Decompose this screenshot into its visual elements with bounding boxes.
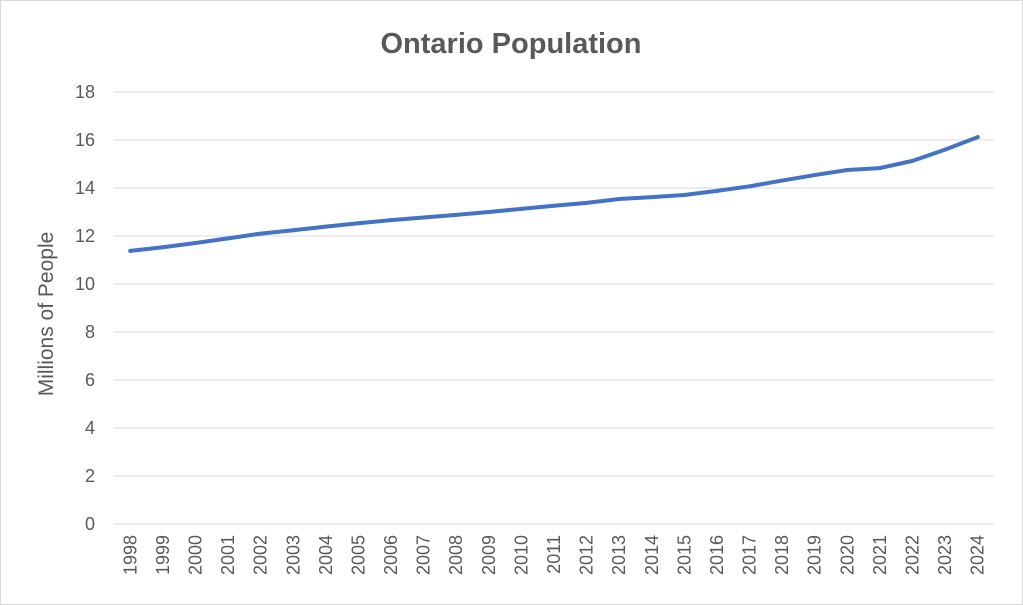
data-point bbox=[714, 188, 719, 193]
data-point bbox=[323, 224, 328, 229]
y-tick-label: 6 bbox=[85, 370, 95, 390]
data-point bbox=[193, 240, 198, 245]
x-tick-label: 2007 bbox=[414, 535, 434, 575]
data-point bbox=[584, 200, 589, 205]
x-tick-label: 2012 bbox=[577, 535, 597, 575]
x-tick-label: 2014 bbox=[642, 535, 662, 575]
data-point bbox=[617, 197, 622, 202]
x-tick-label: 2010 bbox=[511, 535, 531, 575]
y-tick-label: 10 bbox=[75, 274, 95, 294]
y-tick-label: 2 bbox=[85, 466, 95, 486]
data-point bbox=[682, 192, 687, 197]
x-tick-label: 2022 bbox=[903, 535, 923, 575]
chart-title: Ontario Population bbox=[381, 28, 642, 60]
data-point bbox=[356, 221, 361, 226]
data-point bbox=[291, 228, 296, 233]
data-point bbox=[454, 212, 459, 217]
data-point bbox=[910, 158, 915, 163]
data-point bbox=[519, 206, 524, 211]
x-tick-label: 2006 bbox=[381, 535, 401, 575]
data-point bbox=[649, 195, 654, 200]
data-point bbox=[845, 168, 850, 172]
y-tick-label: 14 bbox=[75, 178, 95, 198]
data-point bbox=[258, 231, 263, 236]
series-line bbox=[128, 135, 980, 253]
data-point bbox=[389, 218, 394, 223]
y-tick-label: 8 bbox=[85, 322, 95, 342]
data-point bbox=[552, 203, 556, 208]
x-tick-label: 1999 bbox=[153, 535, 173, 575]
x-tick-label: 2013 bbox=[609, 535, 629, 575]
x-tick-label: 2008 bbox=[446, 535, 466, 575]
x-tick-label: 2023 bbox=[935, 535, 955, 575]
series-layer bbox=[128, 135, 980, 253]
y-axis-label: Millions of People bbox=[35, 232, 58, 397]
data-point bbox=[486, 210, 491, 214]
x-tick-label: 2018 bbox=[772, 535, 792, 575]
data-point bbox=[421, 215, 426, 220]
x-tick-label: 2020 bbox=[837, 535, 857, 575]
x-tick-label: 2024 bbox=[968, 535, 988, 575]
x-tick-label: 2011 bbox=[544, 535, 564, 574]
y-tick-label: 4 bbox=[85, 418, 95, 438]
y-axis-ticks: 0 2 4 6 8 10 12 14 16 18 bbox=[75, 82, 95, 534]
x-tick-label: 2016 bbox=[707, 535, 727, 575]
y-tick-label: 16 bbox=[75, 130, 95, 150]
x-tick-label: 2001 bbox=[218, 535, 238, 575]
data-point bbox=[160, 245, 165, 250]
x-tick-label: 2002 bbox=[251, 535, 271, 575]
data-point bbox=[747, 184, 752, 189]
x-tick-label: 2003 bbox=[283, 535, 303, 575]
x-tick-label: 2015 bbox=[674, 535, 694, 575]
x-tick-label: 2017 bbox=[740, 535, 760, 575]
x-tick-label: 2009 bbox=[479, 535, 499, 575]
data-point bbox=[226, 236, 231, 241]
x-tick-label: 2019 bbox=[805, 535, 825, 575]
data-point bbox=[975, 135, 980, 140]
y-tick-label: 18 bbox=[75, 82, 95, 102]
x-tick-label: 2005 bbox=[348, 535, 368, 575]
data-point bbox=[943, 147, 948, 152]
gridlines bbox=[114, 91, 994, 525]
x-tick-label: 2004 bbox=[316, 535, 336, 575]
x-tick-label: 2000 bbox=[185, 535, 205, 575]
data-point bbox=[128, 248, 133, 253]
data-point bbox=[877, 166, 882, 171]
data-point bbox=[780, 178, 785, 183]
x-tick-label: 1998 bbox=[120, 535, 140, 575]
x-tick-label: 2021 bbox=[870, 535, 890, 575]
x-axis-ticks: 1998 1999 2000 2001 2002 2003 2004 2005 2006 2007… bbox=[120, 535, 987, 575]
y-tick-label: 0 bbox=[85, 514, 95, 534]
y-tick-label: 12 bbox=[75, 226, 95, 246]
data-point bbox=[812, 173, 817, 178]
